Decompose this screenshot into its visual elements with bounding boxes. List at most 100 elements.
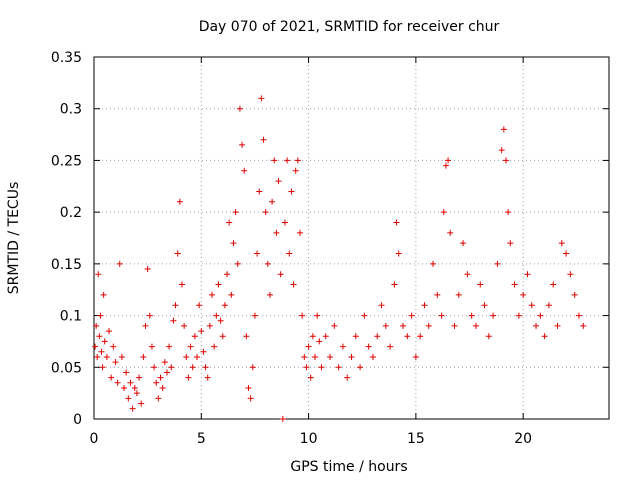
data-point (309, 333, 316, 340)
data-point (498, 147, 505, 154)
data-point (382, 322, 389, 329)
data-point (365, 343, 372, 350)
x-tick-label: 5 (197, 431, 206, 447)
data-point (301, 353, 308, 360)
data-point (198, 328, 205, 335)
data-point (142, 322, 149, 329)
data-point (481, 302, 488, 309)
data-point (209, 291, 216, 298)
data-point (273, 229, 280, 236)
data-point (110, 343, 117, 350)
data-point (211, 343, 218, 350)
data-point (93, 322, 100, 329)
data-point (400, 322, 406, 329)
data-point (239, 141, 246, 148)
data-point (125, 395, 132, 402)
data-point (550, 281, 557, 288)
data-point (183, 353, 190, 360)
data-point (138, 400, 145, 407)
data-point (221, 302, 228, 309)
data-point (357, 364, 364, 371)
data-point (316, 338, 323, 345)
data-point (264, 260, 271, 267)
grid (94, 57, 609, 419)
data-point (234, 260, 241, 267)
data-point (505, 209, 512, 216)
data-point (219, 333, 226, 340)
data-point (421, 302, 428, 309)
data-point (303, 364, 310, 371)
data-point (404, 333, 411, 340)
y-tick-labels: 0 0.05 0.1 0.15 0.2 0.25 0.3 0.35 (51, 50, 82, 428)
x-tick-labels: 0 5 10 15 20 (90, 431, 533, 447)
data-point (170, 317, 177, 324)
data-point (440, 209, 447, 216)
data-point (374, 333, 381, 340)
data-point (361, 312, 368, 319)
data-point (442, 162, 449, 169)
data-point (299, 312, 306, 319)
data-point (348, 353, 355, 360)
data-point (226, 219, 233, 226)
data-point (284, 157, 291, 164)
data-point (460, 240, 467, 247)
data-point (494, 260, 501, 267)
data-point (106, 328, 113, 335)
data-point (121, 384, 128, 391)
y-tick-label: 0.1 (60, 309, 82, 325)
data-point (181, 322, 188, 329)
data-point (232, 209, 239, 216)
data-point (269, 198, 276, 205)
data-point (95, 271, 102, 278)
data-point (445, 157, 452, 164)
data-point (155, 395, 162, 402)
data-point (161, 359, 168, 366)
data-point (322, 333, 329, 340)
data-point (312, 353, 319, 360)
data-point (417, 333, 424, 340)
data-point (266, 291, 273, 298)
data-point (144, 266, 151, 273)
data-point (153, 379, 160, 386)
data-point (472, 322, 479, 329)
y-tick-label: 0.15 (51, 257, 82, 273)
data-point (129, 405, 136, 412)
data-point (533, 322, 540, 329)
data-point (290, 281, 297, 288)
data-point (249, 364, 256, 371)
data-point (288, 188, 295, 195)
data-point (148, 343, 155, 350)
x-tick-label: 10 (300, 431, 318, 447)
x-axis-label: GPS time / hours (290, 459, 407, 475)
data-point (230, 240, 237, 247)
data-point (194, 353, 200, 360)
data-point (254, 250, 261, 257)
data-point (515, 312, 522, 319)
data-point (369, 353, 376, 360)
data-point (224, 271, 231, 278)
y-tick-label: 0.3 (60, 102, 82, 118)
data-point (236, 105, 243, 112)
data-point (545, 302, 552, 309)
data-point (292, 167, 299, 174)
data-point (277, 271, 284, 278)
data-point (247, 395, 254, 402)
data-point (344, 374, 351, 381)
data-point (425, 322, 432, 329)
data-point (92, 343, 99, 350)
y-axis-label: SRMTID / TECUs (6, 182, 22, 295)
y-tick-label: 0.35 (51, 50, 82, 66)
data-point (200, 348, 207, 355)
data-point (131, 384, 138, 391)
data-point (438, 312, 445, 319)
data-point (176, 198, 183, 205)
data-point (228, 291, 235, 298)
y-tick-label: 0.05 (51, 360, 82, 376)
data-point (339, 343, 346, 350)
x-tick-label: 15 (407, 431, 425, 447)
data-point (118, 353, 125, 360)
data-point (279, 416, 286, 422)
data-point (97, 312, 104, 319)
data-point (447, 229, 454, 236)
